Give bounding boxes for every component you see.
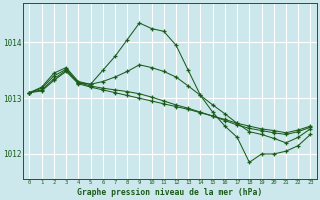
X-axis label: Graphe pression niveau de la mer (hPa): Graphe pression niveau de la mer (hPa) [77, 188, 263, 197]
